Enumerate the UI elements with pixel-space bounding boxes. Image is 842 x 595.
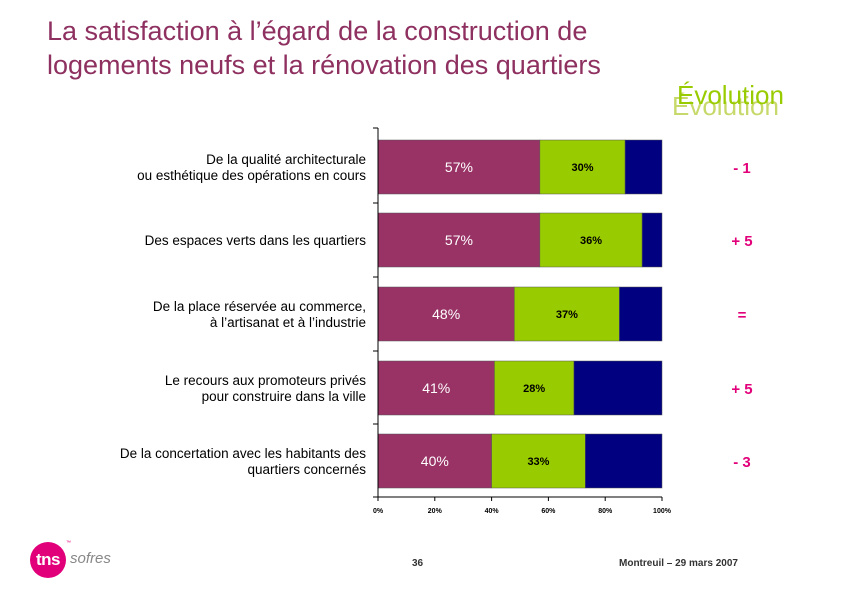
category-label: quartiers concernés [247,462,366,477]
logo-mark: tns [30,542,66,578]
bar-segment [377,433,492,489]
x-tick-label: 40% [485,508,500,515]
bar-segment [573,360,663,416]
page-title: La satisfaction à l’égard de la construc… [47,14,687,82]
category-label: Des espaces verts dans les quartiers [145,233,367,248]
category-label: ou esthétique des opérations en cours [137,168,366,183]
evolution-header: Évolution Évolution [664,80,814,124]
bar-segment [641,212,663,268]
bar-segment [585,433,663,489]
bar-value-label: 33% [527,456,549,468]
evolution-value: + 5 [731,381,752,398]
evolution-header-shadow: Évolution [672,91,779,121]
bar-segment [539,212,643,268]
bar-value-label: 37% [556,309,578,321]
bar-segment [624,139,663,195]
logo-trademark: ™ [66,540,71,546]
x-tick-label: 0% [373,508,384,515]
bar-value-label: 48% [432,306,460,322]
title-line-2: logements neufs et la rénovation des qua… [47,50,601,80]
category-label: De la concertation avec les habitants de… [120,446,366,461]
category-label: Le recours aux promoteurs privés [165,373,366,388]
x-tick-label: 60% [541,508,556,515]
bar-segment [491,433,586,489]
bar-segment [494,360,575,416]
bar-segment [539,139,626,195]
bar-segment [377,139,541,195]
bar-segment [514,286,620,342]
bar-segment [377,212,541,268]
bar-value-label: 30% [571,162,593,174]
bar-value-label: 57% [445,232,473,248]
bar-value-label: 57% [445,159,473,175]
category-label: De la qualité architecturale [206,152,366,167]
bar-segment [377,360,495,416]
logo-text: sofres [70,550,111,567]
title-line-1: La satisfaction à l’égard de la construc… [47,16,588,46]
x-tick-label: 80% [598,508,613,515]
evolution-value: = [738,307,747,324]
x-tick-label: 100% [653,508,672,515]
bar-value-label: 40% [421,453,449,469]
evolution-value: - 1 [733,160,751,177]
bar-value-label: 28% [523,383,545,395]
category-label: à l’artisanat et à l’industrie [210,315,366,330]
tns-sofres-logo: tns ™ sofres [30,540,130,580]
category-label: De la place réservée au commerce, [153,299,366,314]
bar-segment [377,286,515,342]
evolution-header-text: Évolution [677,80,784,110]
category-label: pour construire dans la ville [202,389,366,404]
bar-value-label: 41% [422,380,450,396]
x-tick-label: 20% [428,508,443,515]
page-number: 36 [412,558,424,569]
bar-value-label: 36% [580,235,602,247]
bar-segment [619,286,663,342]
evolution-value: - 3 [733,454,751,471]
footer-date: Montreuil – 29 mars 2007 [619,558,738,569]
evolution-value: + 5 [731,233,752,250]
